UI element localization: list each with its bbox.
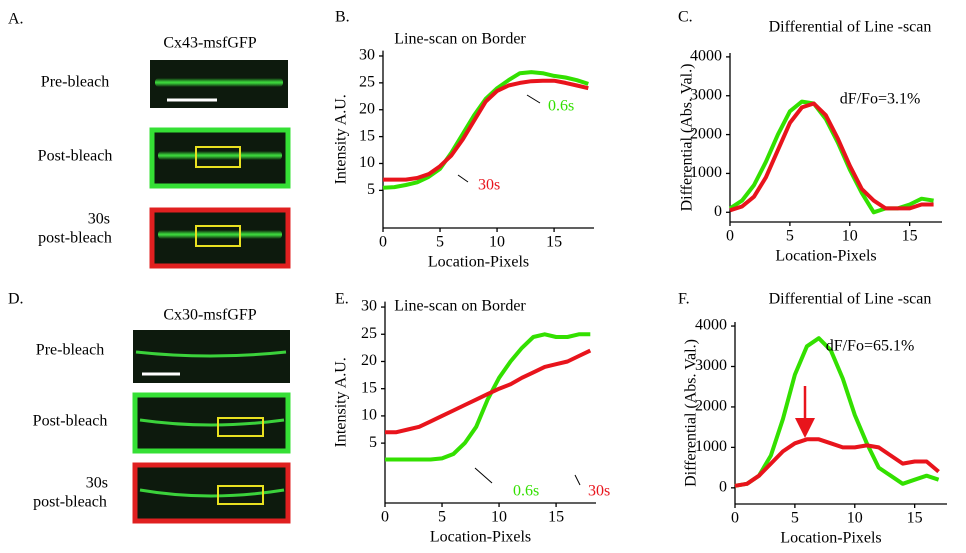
- panel-letter: A.: [8, 11, 24, 28]
- leader-line: [526, 94, 541, 104]
- series-line: [728, 99, 934, 215]
- y-tick-label: 20: [359, 100, 375, 117]
- y-tick-label: 20: [361, 352, 377, 369]
- y-tick-label: 4000: [695, 317, 727, 334]
- y-tick-label: 25: [361, 325, 377, 342]
- row-label: Pre-bleach: [36, 342, 104, 359]
- chart-title: Line-scan on Border: [394, 298, 526, 315]
- annotation: dF/Fo=3.1%: [840, 91, 921, 108]
- series-line: [382, 70, 589, 190]
- y-axis-label: Intensity A.U.: [333, 357, 350, 447]
- leader-line: [574, 474, 581, 486]
- x-axis-label: Location-Pixels: [775, 248, 876, 265]
- panel-letter: E.: [335, 291, 349, 308]
- x-tick-label: 10: [842, 228, 858, 245]
- panel-letter: F.: [678, 291, 690, 308]
- series-label: 0.6s: [548, 98, 574, 115]
- x-tick-label: 5: [436, 234, 444, 251]
- annotation: dF/Fo=65.1%: [826, 338, 915, 355]
- y-tick-label: 0: [719, 478, 727, 495]
- y-tick-label: 5: [369, 434, 377, 451]
- x-tick-label: 10: [489, 234, 505, 251]
- x-tick-label: 5: [791, 510, 799, 527]
- y-tick-label: 0: [714, 203, 722, 220]
- series-label: 30s: [588, 483, 610, 500]
- x-tick-label: 0: [379, 234, 387, 251]
- y-tick-label: 3000: [690, 86, 722, 103]
- x-tick-label: 0: [381, 509, 389, 526]
- y-tick-label: 30: [359, 47, 375, 64]
- series-line: [734, 437, 940, 488]
- y-tick-label: 30: [361, 298, 377, 315]
- y-tick-label: 5: [367, 181, 375, 198]
- y-tick-label: 25: [359, 74, 375, 91]
- y-tick-label: 2000: [690, 125, 722, 142]
- series-line: [729, 101, 934, 213]
- y-tick-label: 15: [359, 127, 375, 144]
- y-tick-label: 4000: [690, 48, 722, 65]
- x-tick-label: 15: [907, 510, 923, 527]
- y-tick-label: 10: [359, 154, 375, 171]
- x-tick-label: 10: [847, 510, 863, 527]
- x-tick-label: 10: [491, 509, 507, 526]
- images-a: [149, 60, 291, 269]
- row-label: post-bleach: [38, 230, 112, 247]
- series-line: [385, 348, 592, 435]
- panel-letter: C.: [678, 9, 693, 26]
- construct: Cx43-msfGFP: [163, 35, 256, 52]
- y-tick-label: 2000: [695, 398, 727, 415]
- x-tick-label: 15: [902, 228, 918, 245]
- x-axis-label: Location-Pixels: [780, 530, 881, 547]
- x-axis-label: Location-Pixels: [430, 529, 531, 546]
- row-label: post-bleach: [33, 494, 107, 511]
- row-label: Pre-bleach: [41, 74, 109, 91]
- x-tick-label: 15: [548, 509, 564, 526]
- x-tick-label: 0: [731, 510, 739, 527]
- x-tick-label: 5: [438, 509, 446, 526]
- y-tick-label: 15: [361, 379, 377, 396]
- y-tick-label: 10: [361, 407, 377, 424]
- chart-title: Differential of Line -scan: [769, 291, 932, 308]
- panel-letter: B.: [335, 9, 350, 26]
- y-axis-label: Intensity A.U.: [333, 94, 350, 184]
- x-tick-label: 0: [726, 228, 734, 245]
- y-tick-label: 1000: [695, 438, 727, 455]
- chart-title: Differential of Line -scan: [769, 19, 932, 36]
- row-label: 30s: [88, 211, 110, 228]
- x-tick-label: 5: [786, 228, 794, 245]
- x-tick-label: 15: [546, 234, 562, 251]
- leader-line: [474, 467, 493, 484]
- series-label: 30s: [478, 177, 500, 194]
- y-tick-label: 1000: [690, 164, 722, 181]
- panel-letter: D.: [8, 291, 24, 308]
- row-label: Post-bleach: [33, 413, 108, 430]
- y-tick-label: 3000: [695, 357, 727, 374]
- series-line: [385, 332, 591, 462]
- y-axis-label: Differential (Abs. Val.): [683, 339, 700, 487]
- series-line: [383, 78, 589, 182]
- construct: Cx30-msfGFP: [163, 307, 256, 324]
- series-line: [734, 336, 940, 488]
- row-label: 30s: [86, 475, 108, 492]
- leader-line: [457, 174, 469, 183]
- y-axis-label: Differential (Abs. Val.): [679, 64, 696, 212]
- chart-title: Line-scan on Border: [394, 31, 526, 48]
- images-d: [132, 330, 291, 524]
- series-label: 0.6s: [513, 483, 539, 500]
- row-label: Post-bleach: [38, 148, 113, 165]
- x-axis-label: Location-Pixels: [428, 254, 529, 271]
